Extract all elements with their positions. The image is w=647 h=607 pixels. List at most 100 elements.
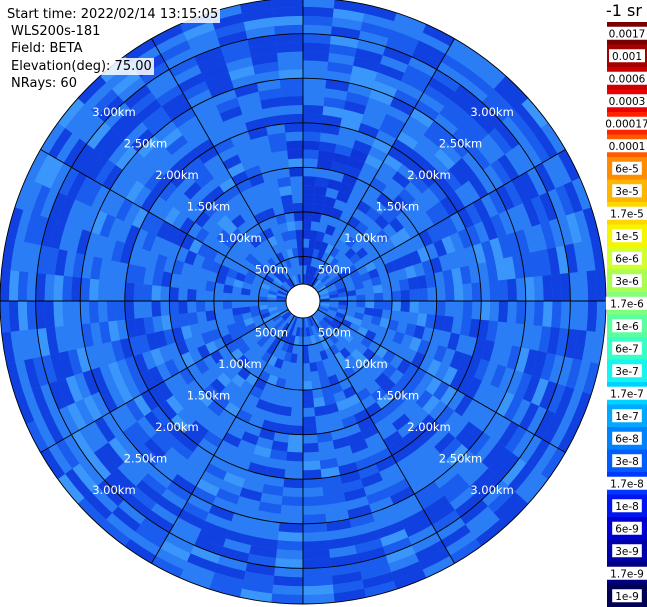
radar-cell — [530, 378, 549, 407]
radar-cell — [423, 495, 450, 518]
radar-cell — [197, 195, 214, 212]
radar-cell — [321, 339, 330, 350]
radar-cell — [83, 395, 103, 422]
radar-cell — [187, 553, 218, 573]
radar-cell — [145, 510, 174, 533]
radar-cell — [331, 318, 342, 328]
radar-cell — [194, 537, 224, 556]
radar-cell — [449, 369, 466, 391]
radar-cell — [458, 122, 482, 146]
radar-cell — [454, 394, 473, 417]
radar-cell — [313, 396, 326, 408]
radar-cell — [522, 199, 541, 227]
radar-cell — [347, 504, 372, 519]
radar-cell — [582, 362, 600, 395]
radar-cell — [320, 274, 330, 284]
radar-cell — [201, 63, 229, 82]
radar-cell — [184, 250, 198, 266]
radar-cell — [503, 256, 516, 280]
radar-cell — [125, 356, 141, 378]
radar-cell — [508, 110, 534, 139]
radar-cell — [203, 201, 220, 218]
ring-label: 500m — [255, 326, 288, 340]
radar-cell — [252, 61, 279, 75]
radar-cell — [353, 409, 370, 424]
colorbar-tick-label: 6e-8 — [615, 433, 639, 445]
radar-cell — [171, 440, 193, 460]
azimuth-spoke — [151, 38, 295, 287]
radar-cell — [439, 385, 458, 406]
radar-cell — [234, 83, 259, 98]
radar-cell — [534, 162, 556, 193]
radar-cell — [356, 354, 370, 368]
radar-cell — [411, 367, 427, 385]
radar-cell — [347, 156, 365, 171]
radar-cell — [201, 331, 214, 345]
radar-cell — [310, 316, 317, 326]
radar-cell — [439, 473, 465, 496]
radar-cell — [303, 185, 316, 195]
radar-cell — [303, 513, 327, 524]
radar-cell — [303, 540, 330, 551]
radar-cell — [286, 140, 303, 151]
radar-cell — [189, 164, 209, 182]
radar-cell — [72, 463, 98, 492]
radar-cell — [355, 221, 369, 235]
ring-label: 2.50km — [439, 452, 482, 466]
radar-cell — [395, 374, 412, 391]
radar-cell — [382, 113, 406, 132]
radar-cell — [54, 249, 68, 276]
radar-cell — [100, 519, 131, 547]
radar-cell — [42, 158, 64, 189]
azimuth-spoke — [40, 309, 289, 453]
radar-cell — [389, 217, 404, 233]
radar-cell — [197, 528, 226, 547]
radar-cell — [267, 355, 278, 367]
radar-cell — [108, 437, 131, 463]
radar-cell — [511, 176, 531, 204]
radar-cell — [450, 538, 482, 564]
radar-cell — [381, 400, 399, 417]
radar-cell — [506, 278, 517, 301]
radar-cell — [314, 405, 328, 417]
radar-cell — [308, 317, 314, 327]
radar-cell — [183, 426, 204, 446]
colorbar-label-bg — [605, 386, 647, 400]
radar-cell — [262, 227, 275, 240]
radar-cell — [523, 349, 539, 376]
radar-cell — [392, 413, 411, 431]
radar-cell — [432, 201, 450, 221]
radar-cell — [338, 182, 354, 196]
radar-cell — [356, 294, 366, 301]
radar-cell — [164, 225, 180, 244]
radar-cell — [48, 128, 73, 159]
radar-cell — [459, 317, 472, 337]
radar-cell — [453, 284, 464, 301]
radar-cell — [159, 127, 183, 149]
radar-cell — [276, 540, 303, 551]
radar-cell — [319, 377, 331, 389]
radar-cell — [489, 237, 504, 261]
start-time-label: Start time: 2022/02/14 13:15:05 — [7, 6, 221, 24]
radar-cell — [320, 295, 330, 300]
radar-cell — [359, 272, 371, 282]
radar-cell — [297, 247, 303, 257]
radar-cell — [465, 356, 481, 378]
radar-cell — [416, 275, 428, 289]
radar-cell — [268, 306, 278, 313]
radar-cell — [495, 185, 515, 211]
radar-cell — [413, 325, 426, 340]
radar-cell — [86, 122, 111, 150]
colorbar-tick-label: 1.7e-8 — [610, 478, 644, 490]
radar-cell — [249, 545, 277, 559]
radar-cell — [91, 367, 108, 392]
radar-cell — [330, 562, 361, 576]
radar-cell — [323, 492, 346, 505]
radar-cell — [172, 326, 185, 343]
range-rings-and-spokes — [0, 0, 615, 605]
colorbar-tick-label: 0.0003 — [609, 96, 646, 108]
radar-cell — [400, 73, 428, 93]
radar-cell — [110, 467, 137, 494]
radar-cell — [375, 229, 390, 244]
radar-cell — [125, 399, 145, 422]
